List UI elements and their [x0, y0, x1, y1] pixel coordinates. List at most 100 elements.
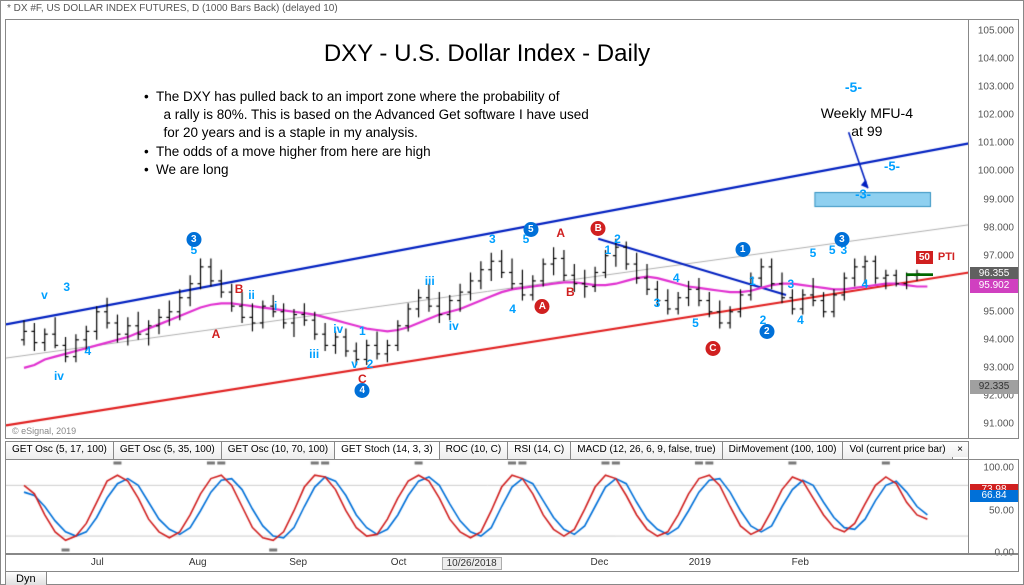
indicator-tab[interactable]: Vol (current price bar) — [843, 442, 952, 459]
wave-label: iv — [333, 322, 343, 336]
wave-label: A — [535, 298, 550, 314]
wave-label: 3 — [489, 232, 496, 246]
wave-label: 4 — [862, 277, 869, 291]
mfu-annotation: Weekly MFU-4 at 99 — [821, 105, 913, 140]
wave-label: -5- — [884, 158, 900, 173]
note-item: The DXY has pulled back to an import zon… — [144, 88, 589, 143]
dyn-tab[interactable]: Dyn — [5, 571, 47, 585]
wave-label: 3 — [654, 296, 661, 310]
instrument-label: * DX #F, US DOLLAR INDEX FUTURES, D (100… — [7, 3, 338, 14]
ind-marker: 66.84 — [970, 490, 1018, 502]
wave-label: 2 — [367, 357, 374, 371]
y-tick: 99.000 — [983, 194, 1014, 205]
indicator-tab[interactable]: GET Stoch (14, 3, 3) — [335, 442, 440, 459]
y-axis-main: 91.00092.00093.00094.00095.00096.00097.0… — [968, 20, 1018, 438]
pti-value-box: 50 — [916, 251, 933, 264]
wave-label: 4 — [509, 302, 516, 316]
wave-label: 5 — [810, 246, 817, 260]
wave-label: C — [705, 340, 720, 356]
y-tick: 100.000 — [978, 166, 1014, 177]
price-canvas[interactable] — [6, 20, 969, 438]
wave-label: 4 — [797, 313, 804, 327]
x-axis: Jul Aug Sep Oct 10/26/2018 Dec 2019 Feb — [5, 554, 1019, 572]
wave-label: -3- — [855, 186, 871, 201]
indicator-tab[interactable]: DirMovement (100, 100) — [723, 442, 844, 459]
indicator-tab[interactable]: ROC (10, C) — [440, 442, 509, 459]
wave-label: 5 — [692, 316, 699, 330]
note-item: We are long — [144, 161, 589, 179]
wave-label: iii — [309, 347, 319, 361]
ind-y-tick: 50.00 — [989, 505, 1014, 516]
x-tick: Jul — [91, 557, 104, 568]
wave-label: 4 — [355, 382, 370, 398]
main-chart-panel: 91.00092.00093.00094.00095.00096.00097.0… — [5, 19, 1019, 439]
wave-label: 3 — [788, 277, 795, 291]
wave-label: 3 — [186, 231, 201, 247]
wave-label: A — [556, 226, 565, 240]
price-marker: 92.335 — [970, 380, 1018, 394]
indicator-panel: 0.0050.00100.0073.9866.84 — [5, 459, 1019, 554]
wave-label: iii — [425, 274, 435, 288]
mfu-line2: at 99 — [851, 123, 882, 139]
y-tick: 94.000 — [983, 334, 1014, 345]
x-tick: 2019 — [689, 557, 711, 568]
x-tick: 10/26/2018 — [442, 557, 502, 570]
wave-label: 5 — [523, 221, 538, 237]
y-tick: 102.000 — [978, 110, 1014, 121]
app-frame: * DX #F, US DOLLAR INDEX FUTURES, D (100… — [0, 0, 1024, 585]
wave-label: 3 — [834, 231, 849, 247]
y-tick: 93.000 — [983, 362, 1014, 373]
stochastic-canvas[interactable] — [6, 460, 969, 553]
indicator-tab[interactable]: GET Osc (10, 70, 100) — [222, 442, 335, 459]
wave-label: 1 — [749, 274, 756, 288]
indicator-tab[interactable]: GET Osc (5, 17, 100) — [6, 442, 114, 459]
indicator-tab[interactable]: RSI (14, C) — [508, 442, 571, 459]
y-tick: 105.000 — [978, 26, 1014, 37]
copyright: © eSignal, 2019 — [12, 426, 76, 436]
wave-label: A — [212, 327, 221, 341]
x-tick: Aug — [189, 557, 207, 568]
x-tick: Sep — [289, 557, 307, 568]
wave-label: 1 — [735, 241, 750, 257]
y-tick: 104.000 — [978, 54, 1014, 65]
wave-label: 1 — [359, 324, 366, 338]
wave-label: B — [566, 285, 575, 299]
wave-label: iv — [449, 319, 459, 333]
pti-label: PTI — [938, 251, 955, 263]
wave-label: 2 — [759, 323, 774, 339]
indicator-tab[interactable]: MACD (12, 26, 6, 9, false, true) — [571, 442, 722, 459]
mfu-line1: Weekly MFU-4 — [821, 105, 913, 121]
close-indicator-icon[interactable]: × — [952, 442, 968, 457]
wave-label: 4 — [673, 271, 680, 285]
wave-label: 3 — [63, 280, 70, 294]
x-tick: Oct — [391, 557, 407, 568]
x-tick: Feb — [792, 557, 809, 568]
wave-label: iv — [54, 369, 64, 383]
wave-label: ii — [248, 288, 255, 302]
y-tick: 98.000 — [983, 222, 1014, 233]
note-item: The odds of a move higher from here are … — [144, 143, 589, 161]
wave-label: 1 — [605, 243, 612, 257]
wave-label: 4 — [85, 344, 92, 358]
price-cluster-marks: ▬▬▬ — [906, 268, 933, 278]
y-tick: 91.000 — [983, 418, 1014, 429]
y-tick: 95.000 — [983, 306, 1014, 317]
y-tick: 101.000 — [978, 138, 1014, 149]
wave-label: B — [591, 220, 606, 236]
wave-label: 2 — [614, 232, 621, 246]
wave-label: B — [235, 282, 244, 296]
y-tick: 97.000 — [983, 250, 1014, 261]
wave-label: v — [351, 357, 358, 371]
analysis-notes: The DXY has pulled back to an import zon… — [144, 88, 589, 179]
indicator-tabs: GET Osc (5, 17, 100)GET Osc (5, 35, 100)… — [5, 441, 969, 459]
price-marker: 95.902 — [970, 279, 1018, 293]
y-axis-indicator: 0.0050.00100.0073.9866.84 — [968, 460, 1018, 553]
wave-label: v — [41, 288, 48, 302]
wave-label: -5- — [845, 79, 862, 95]
y-tick: 103.000 — [978, 82, 1014, 93]
ind-y-tick: 100.00 — [983, 463, 1014, 474]
indicator-tab[interactable]: GET Osc (5, 35, 100) — [114, 442, 222, 459]
chart-title: DXY - U.S. Dollar Index - Daily — [6, 40, 968, 68]
wave-label: i — [274, 299, 277, 313]
x-tick: Dec — [591, 557, 609, 568]
